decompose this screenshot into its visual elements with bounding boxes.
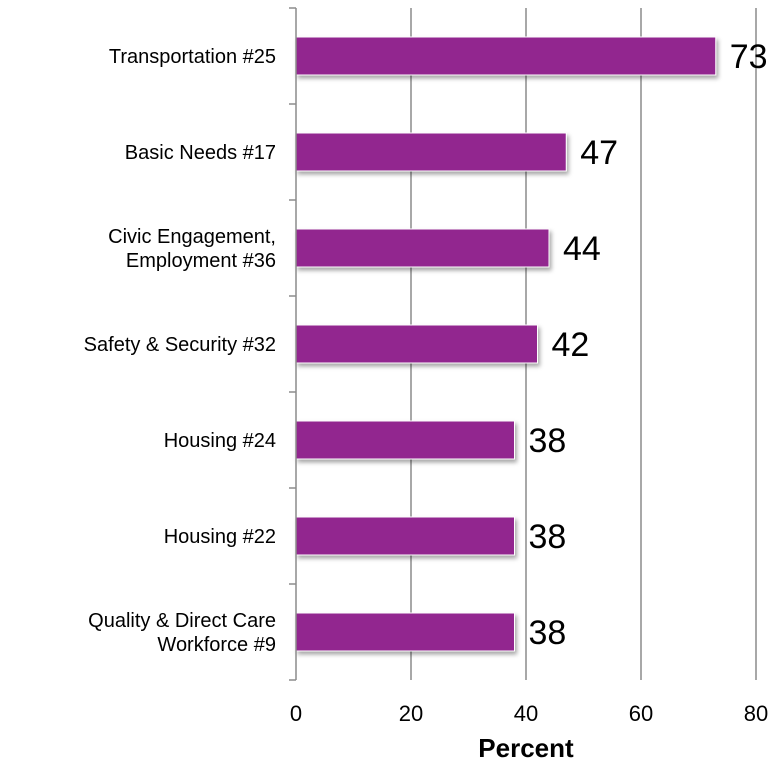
data-label: 38 xyxy=(529,614,567,652)
data-label: 73 xyxy=(730,38,768,76)
category-labels: Transportation #25 Basic Needs #17 Civic E… xyxy=(84,46,276,656)
bars xyxy=(295,36,717,652)
bar xyxy=(295,228,550,268)
x-axis-title: Percent xyxy=(478,733,574,763)
bar xyxy=(295,420,515,460)
category-label: Civic Engagement, Employment #36 xyxy=(108,226,276,272)
category-label: Housing #22 xyxy=(164,526,276,548)
category-label: Safety & Security #32 xyxy=(84,334,276,356)
data-label: 44 xyxy=(563,230,601,268)
x-tick-label: 0 xyxy=(290,701,302,726)
data-label: 47 xyxy=(580,134,618,172)
category-label: Transportation #25 xyxy=(109,46,276,68)
x-tick-label: 40 xyxy=(514,701,538,726)
data-labels: 73 47 44 42 38 38 38 xyxy=(529,38,768,652)
category-label: Quality & Direct Care Workforce #9 xyxy=(88,610,276,656)
x-tick-label: 20 xyxy=(399,701,423,726)
bar xyxy=(295,612,515,652)
x-tick-label: 80 xyxy=(744,701,768,726)
bar xyxy=(295,36,717,76)
data-label: 38 xyxy=(529,518,567,556)
data-label: 38 xyxy=(529,422,567,460)
category-label: Housing #24 xyxy=(164,430,276,452)
x-tick-labels: 0 20 40 60 80 xyxy=(290,701,768,726)
y-axis xyxy=(289,7,297,681)
bar xyxy=(295,324,538,364)
data-label: 42 xyxy=(552,326,590,364)
bar xyxy=(295,516,515,556)
x-tick-label: 60 xyxy=(629,701,653,726)
bar xyxy=(295,132,567,172)
category-label: Basic Needs #17 xyxy=(125,142,276,164)
